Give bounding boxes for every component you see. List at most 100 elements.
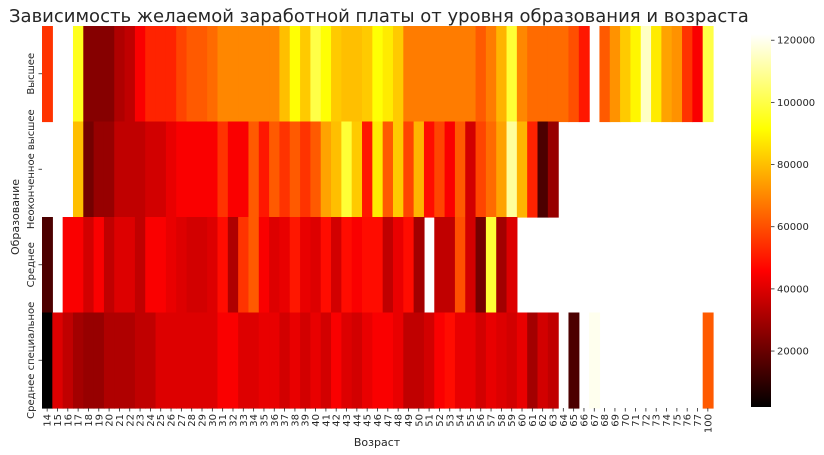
- heatmap-cell: [423, 121, 435, 218]
- heatmap-cell: [134, 217, 146, 314]
- heatmap-cell: [248, 121, 260, 218]
- heatmap-cell: [134, 121, 146, 218]
- heatmap-cell: [527, 121, 539, 218]
- x-tick-label: 75: [672, 414, 683, 427]
- heatmap-cell: [465, 312, 477, 409]
- x-tick-label: 32: [228, 414, 239, 427]
- heatmap-cell: [589, 312, 601, 409]
- heatmap-cell: [599, 26, 611, 123]
- heatmap-cell: [372, 26, 384, 123]
- heatmap-cell: [227, 26, 239, 123]
- heatmap-cell: [300, 26, 311, 123]
- x-tick-label: 65: [569, 414, 580, 427]
- heatmap-cell: [93, 26, 105, 123]
- x-tick-label: 71: [631, 414, 642, 427]
- x-tick-label: 27: [177, 414, 188, 427]
- heatmap-cell: [351, 121, 363, 218]
- heatmap-cell: [444, 217, 456, 314]
- colorbar-tick-label: 120000: [777, 36, 815, 47]
- heatmap-cell: [72, 217, 84, 314]
- heatmap-cell: [103, 26, 115, 123]
- x-tick-label: 43: [342, 414, 353, 427]
- heatmap-cell: [454, 217, 466, 314]
- heatmap-cell: [496, 217, 508, 314]
- heatmap-cell: [475, 312, 487, 409]
- heatmap-cell: [568, 26, 580, 123]
- x-tick-label: 23: [136, 414, 147, 427]
- heatmap-cell: [279, 121, 291, 218]
- heatmap-cell: [310, 217, 322, 314]
- heatmap-cell: [392, 26, 404, 123]
- heatmap-cell: [547, 312, 559, 409]
- x-tick-label: 57: [487, 414, 498, 427]
- heatmap-cell: [42, 217, 53, 314]
- heatmap-cell: [155, 26, 167, 123]
- x-tick-label: 74: [662, 414, 673, 427]
- heatmap-cell: [42, 312, 53, 409]
- heatmap-cell: [403, 217, 415, 314]
- heatmap-cell: [217, 121, 229, 218]
- heatmap-cell: [83, 312, 95, 409]
- heatmap-cell: [114, 217, 126, 314]
- heatmap-cell: [351, 217, 363, 314]
- x-tick-label: 28: [187, 414, 198, 427]
- heatmap-cell: [485, 217, 497, 314]
- x-tick-label: 60: [518, 414, 529, 427]
- heatmap-cell: [217, 26, 229, 123]
- heatmap-cell: [248, 217, 260, 314]
- heatmap-cell: [496, 312, 508, 409]
- heatmap-cell: [238, 26, 250, 123]
- x-tick-label: 66: [579, 414, 590, 427]
- heatmap-cell: [186, 312, 198, 409]
- x-tick-label: 69: [610, 414, 621, 427]
- heatmap-cell: [382, 121, 394, 218]
- x-tick-label: 18: [84, 414, 95, 427]
- x-tick-label: 19: [94, 414, 105, 427]
- y-axis-label: Образование: [9, 179, 22, 255]
- heatmap-cell: [72, 312, 84, 409]
- heatmap-cell: [444, 312, 456, 409]
- heatmap-cell: [93, 217, 105, 314]
- x-tick-label: 15: [53, 414, 64, 427]
- heatmap-cell: [423, 312, 435, 409]
- heatmap-cell: [382, 217, 394, 314]
- heatmap-cell: [145, 217, 157, 314]
- y-tick-label: Среднее: [26, 242, 37, 287]
- heatmap-cell: [124, 26, 136, 123]
- heatmap-cell: [362, 312, 373, 409]
- heatmap-cell: [103, 312, 115, 409]
- y-tick-label: Высшее: [26, 53, 37, 95]
- heatmap-cell: [52, 312, 64, 409]
- heatmap-cell: [609, 26, 621, 123]
- heatmap-cell: [413, 26, 425, 123]
- heatmap-cell: [155, 312, 167, 409]
- x-tick-label: 26: [167, 414, 178, 427]
- x-tick-label: 16: [63, 414, 74, 427]
- heatmap-cell: [382, 26, 394, 123]
- x-tick-label: 46: [373, 414, 384, 427]
- heatmap-cell: [630, 26, 642, 123]
- colorbar-tick-label: 40000: [777, 284, 809, 295]
- x-tick-label: 67: [590, 414, 601, 427]
- heatmap-cell: [196, 217, 208, 314]
- heatmap-cell: [289, 217, 301, 314]
- heatmap-cell: [227, 312, 239, 409]
- heatmap-cell: [145, 26, 157, 123]
- x-tick-label: 61: [528, 414, 539, 427]
- heatmap-cell: [434, 217, 446, 314]
- heatmap-cell: [506, 121, 518, 218]
- heatmap-cell: [72, 121, 84, 218]
- x-tick-label: 20: [105, 414, 116, 427]
- heatmap-cell: [702, 26, 714, 123]
- heatmap-cell: [362, 217, 373, 314]
- heatmap-cell: [289, 121, 301, 218]
- heatmap-cell: [289, 312, 301, 409]
- heatmap-cell: [279, 312, 291, 409]
- heatmap-cell: [331, 312, 342, 409]
- heatmap-cell: [196, 312, 208, 409]
- heatmap-cell: [124, 217, 136, 314]
- heatmap-cell: [145, 312, 157, 409]
- x-tick-label: 29: [198, 414, 209, 427]
- heatmap-cell: [506, 26, 518, 123]
